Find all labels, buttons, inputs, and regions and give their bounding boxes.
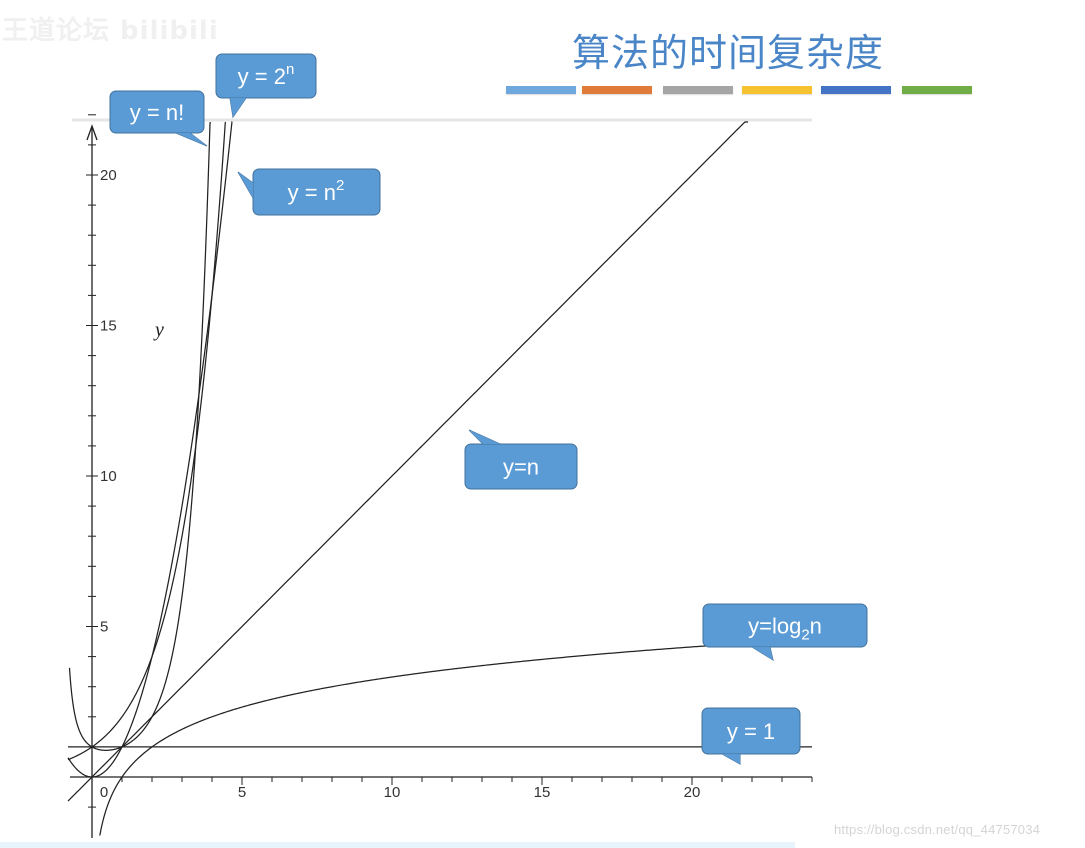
axes: 0 5 10 15 20 5 10 15 20 [70,114,813,838]
callout-constant: y = 1 [701,707,801,765]
callout-box [109,90,205,134]
curve-log2 [99,638,813,836]
callout-tail-fill [752,647,773,660]
callout-tail-fill [469,430,500,444]
callout-tail-fill [176,133,207,146]
callout-exp2: y = 2n [215,53,317,119]
y-axis-label: y [153,319,164,341]
curve-factorial [68,121,211,751]
x-tick-label: 15 [534,784,551,801]
callout-label-superscript: 2 [336,177,344,194]
color-bar-6 [902,86,972,94]
callout-tail-fill [722,754,740,764]
callout-label-base: y = 2 [238,64,286,89]
callout-label-tail: n [810,614,822,639]
callout-label-base: y=n [503,455,539,480]
callout-label: y = n2 [288,177,345,205]
bottom-strip [0,842,795,848]
callout-label: y = 1 [727,719,775,744]
callout-label-base: y = n! [130,100,184,125]
callout-label-superscript: n [286,61,294,78]
callout-linear: y=n [464,429,578,490]
callout-label: y=n [503,455,539,480]
y-tick-label: 5 [100,619,108,636]
y-tick-label: 15 [100,318,117,335]
callout-box [701,707,801,755]
callout-label-base: y = 1 [727,719,775,744]
callout-tail-fill [238,172,253,198]
callout-label: y = n! [130,100,184,125]
x-tick-label: 20 [684,784,701,801]
x-tick-label: 0 [100,784,108,801]
callout-factorial: y = n! [109,90,208,147]
y-tick-label: 20 [100,167,117,184]
x-tick-label: 5 [238,784,246,801]
y-tick-label: 10 [100,468,117,485]
callout-label: y = 2n [238,61,295,89]
watermark-top: 王道论坛 bilibili [2,16,219,46]
callout-label: y=log2n [748,614,822,644]
x-tick-label: 10 [384,784,401,801]
callout-box [464,443,578,490]
callout-label-subscript: 2 [801,627,809,644]
callout-label-base: y=log [748,614,801,639]
curve-exp2 [67,121,227,761]
y-axis-arrow [86,124,98,141]
callout-log2: y=log2n [702,603,868,662]
callout-box [702,603,868,648]
page-title: 算法的时间复杂度 [572,31,885,75]
callout-tail-fill [230,98,246,117]
color-bar-5 [821,86,891,94]
color-bar-2 [582,86,652,94]
curve-square [67,121,233,778]
callout-square: y = n2 [237,168,381,216]
curves [67,121,813,836]
color-bar-4 [742,86,812,94]
watermark-bottom: https://blog.csdn.net/qq_44757034 [834,822,1041,837]
color-bar-3 [663,86,733,94]
curve-linear [67,121,749,802]
color-bar-1 [506,86,576,94]
callout-box [215,53,317,99]
callout-label-base: y = n [288,180,336,205]
